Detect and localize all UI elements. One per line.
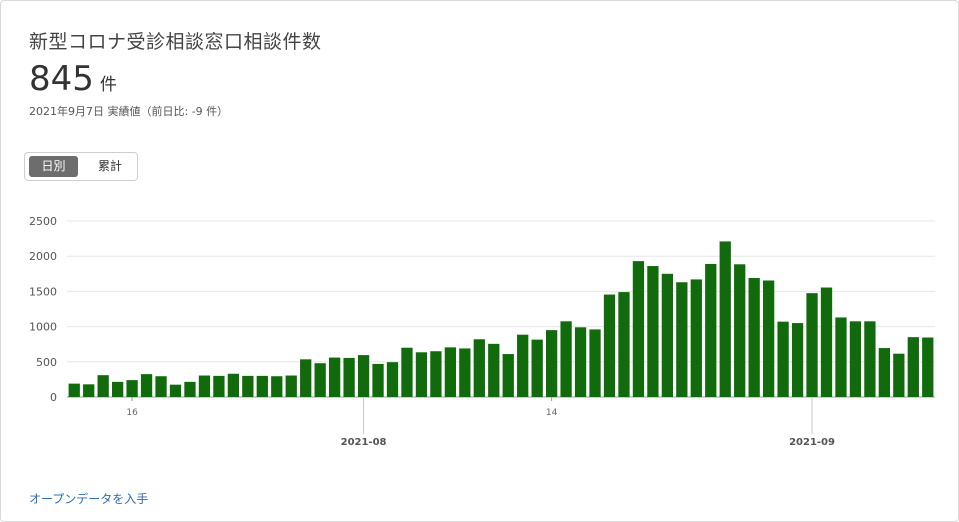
bar — [386, 362, 399, 397]
bar — [705, 263, 717, 397]
bar — [430, 351, 442, 397]
bar — [97, 375, 109, 397]
bar — [126, 380, 138, 397]
bar — [401, 347, 413, 397]
latest-date-note: 2021年9月7日 実績値（前日比: -9 件） — [29, 105, 229, 118]
bar — [68, 383, 80, 397]
bar — [184, 381, 196, 397]
bar — [111, 381, 124, 397]
bar — [777, 321, 789, 397]
bar — [806, 293, 818, 397]
bar — [791, 323, 804, 397]
open-data-link[interactable]: オープンデータを入手 — [29, 492, 149, 506]
bar — [560, 321, 572, 397]
bar — [820, 287, 833, 397]
view-toggle: 日別 累計 — [24, 152, 138, 181]
bar — [690, 279, 702, 397]
x-minor-tick-label: 14 — [546, 408, 558, 418]
bar — [83, 384, 95, 397]
bar — [271, 376, 283, 397]
bar — [878, 348, 891, 397]
y-tick-label: 1500 — [29, 285, 57, 298]
bar — [661, 273, 674, 397]
bar — [734, 264, 746, 397]
bar — [227, 373, 240, 397]
bar — [719, 241, 731, 397]
bar — [473, 339, 485, 397]
bar — [589, 329, 601, 397]
latest-count-value: 845 — [29, 59, 94, 99]
bar — [531, 339, 543, 397]
y-tick-label: 1000 — [29, 321, 57, 334]
cumulative-toggle-button[interactable]: 累計 — [97, 159, 122, 173]
bar — [849, 321, 862, 397]
bar — [748, 278, 760, 397]
bar — [415, 352, 428, 397]
bar — [893, 353, 905, 397]
y-tick-label: 2000 — [29, 250, 57, 263]
bar — [343, 357, 355, 397]
bar — [835, 317, 847, 397]
bar — [676, 282, 688, 397]
chart-title: 新型コロナ受診相談窓口相談件数 — [29, 31, 322, 53]
bar — [603, 294, 616, 397]
x-minor-tick-label: 16 — [126, 408, 138, 418]
latest-count-unit: 件 — [99, 75, 117, 95]
y-tick-label: 500 — [36, 356, 57, 369]
y-tick-label: 0 — [50, 391, 57, 404]
bar — [198, 375, 211, 397]
latest-count: 845 件 — [29, 59, 117, 99]
x-major-tick-label: 2021-08 — [341, 437, 387, 448]
y-tick-label: 2500 — [29, 215, 57, 228]
bar — [213, 375, 225, 397]
bar — [459, 348, 471, 397]
bar — [574, 327, 587, 397]
bar — [357, 355, 370, 397]
bar — [444, 347, 457, 397]
bar — [488, 343, 500, 397]
bar — [647, 266, 659, 397]
bar — [618, 292, 630, 397]
bar — [517, 334, 529, 397]
bar — [140, 374, 153, 397]
daily-toggle-button[interactable]: 日別 — [29, 156, 78, 177]
bar — [762, 280, 775, 397]
bar — [864, 321, 876, 397]
bar — [285, 375, 297, 397]
bar — [256, 375, 268, 397]
bar — [242, 375, 254, 397]
bar — [155, 376, 167, 397]
x-major-tick-label: 2021-09 — [789, 437, 835, 448]
bar — [502, 354, 514, 397]
bar — [169, 384, 182, 397]
bar — [328, 357, 341, 397]
bar — [300, 359, 312, 397]
bar-chart: 0 500 1000 1500 2000 2500 16 14 2021-08 2021-09 — [29, 215, 935, 448]
bar — [922, 337, 934, 397]
bar — [907, 337, 919, 397]
bar — [314, 363, 326, 397]
bar — [632, 261, 645, 397]
bar — [372, 363, 384, 397]
bar — [545, 330, 558, 397]
